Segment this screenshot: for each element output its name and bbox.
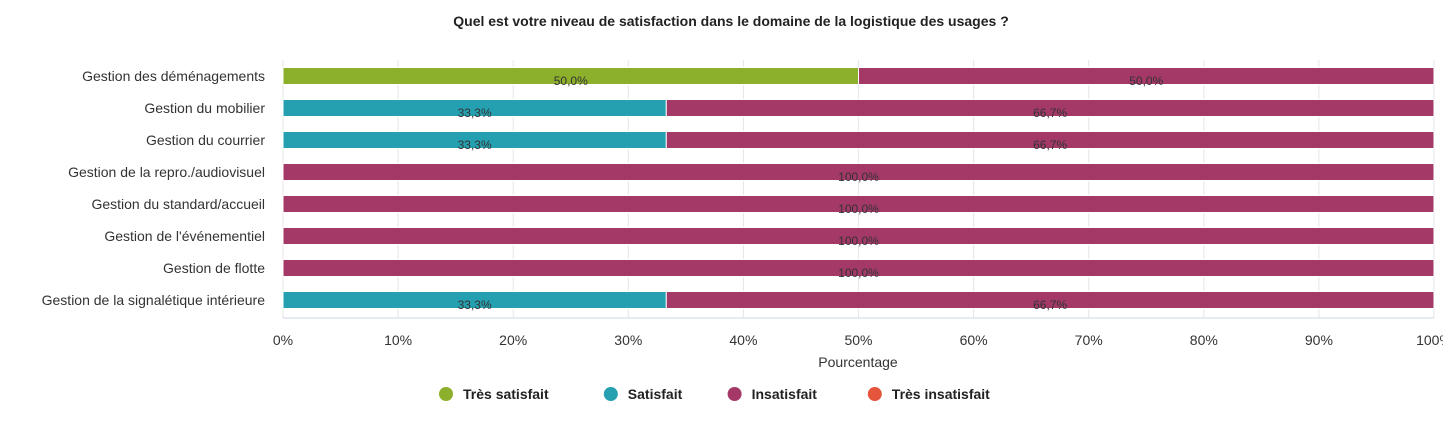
data-label: 50,0%: [1129, 74, 1163, 88]
bars: [282, 67, 1435, 309]
chart-title: Quel est votre niveau de satisfaction da…: [453, 13, 1009, 29]
data-label: 33,3%: [458, 138, 492, 152]
x-tick-label: 70%: [1075, 332, 1103, 348]
x-tick-label: 60%: [960, 332, 988, 348]
x-tick-label: 0%: [273, 332, 293, 348]
bar-segment: [665, 291, 1435, 309]
data-label: 100,0%: [838, 266, 879, 280]
legend-item[interactable]: Très insatisfait: [867, 386, 990, 402]
x-axis-ticks: 0% 10% 20% 30% 40% 50% 60% 70% 80% 90% 100%: [273, 332, 1443, 348]
legend-item[interactable]: Très satisfait: [439, 386, 549, 402]
data-label: 50,0%: [554, 74, 588, 88]
data-label: 66,7%: [1033, 298, 1067, 312]
bar-segment: [665, 99, 1435, 117]
x-tick-label: 90%: [1305, 332, 1333, 348]
data-label: 100,0%: [838, 202, 879, 216]
x-tick-label: 40%: [729, 332, 757, 348]
category-label: Gestion de la signalétique intérieure: [42, 292, 266, 308]
x-tick-label: 80%: [1190, 332, 1218, 348]
legend-marker-icon: [603, 387, 618, 401]
bar-segment: [282, 163, 1435, 181]
bar-segment: [282, 195, 1435, 213]
legend-label: Insatisfait: [752, 386, 818, 402]
bar-segment: [282, 227, 1435, 245]
category-label: Gestion de flotte: [163, 260, 265, 276]
x-tick-label: 50%: [844, 332, 872, 348]
category-label: Gestion du mobilier: [144, 100, 265, 116]
bar-segment: [858, 67, 1435, 85]
bar-segment: [665, 131, 1435, 149]
x-tick-label: 10%: [384, 332, 412, 348]
legend-label: Satisfait: [628, 386, 683, 402]
data-label: 66,7%: [1033, 106, 1067, 120]
data-label: 33,3%: [458, 106, 492, 120]
legend-item[interactable]: Satisfait: [603, 386, 683, 402]
x-tick-label: 100%: [1416, 332, 1443, 348]
legend-marker-icon: [727, 387, 742, 401]
category-label: Gestion du courrier: [146, 132, 265, 148]
x-tick-label: 30%: [614, 332, 642, 348]
category-label: Gestion de la repro./audiovisuel: [68, 164, 265, 180]
category-labels: Gestion des déménagements Gestion du mobi…: [42, 68, 266, 308]
legend-label: Très insatisfait: [892, 386, 990, 402]
x-axis-title: Pourcentage: [818, 354, 898, 370]
category-label: Gestion de l'événementiel: [104, 228, 265, 244]
bar-segment: [282, 259, 1435, 277]
legend-label: Très satisfait: [463, 386, 549, 402]
data-label: 33,3%: [458, 298, 492, 312]
category-label: Gestion du standard/accueil: [91, 196, 265, 212]
data-label: 66,7%: [1033, 138, 1067, 152]
legend-marker-icon: [439, 387, 453, 401]
data-label: 100,0%: [838, 170, 879, 184]
x-tick-label: 20%: [499, 332, 527, 348]
legend: Très satisfait Satisfait Insatisfait Très i…: [439, 386, 990, 402]
legend-item[interactable]: Insatisfait: [727, 386, 818, 402]
category-label: Gestion des déménagements: [82, 68, 265, 84]
legend-marker-icon: [867, 387, 882, 401]
data-label: 100,0%: [838, 234, 879, 248]
data-labels: 50,0% 50,0% 33,3% 66,7% 33,3% 66,7% 100,0% 100,…: [458, 74, 1164, 312]
